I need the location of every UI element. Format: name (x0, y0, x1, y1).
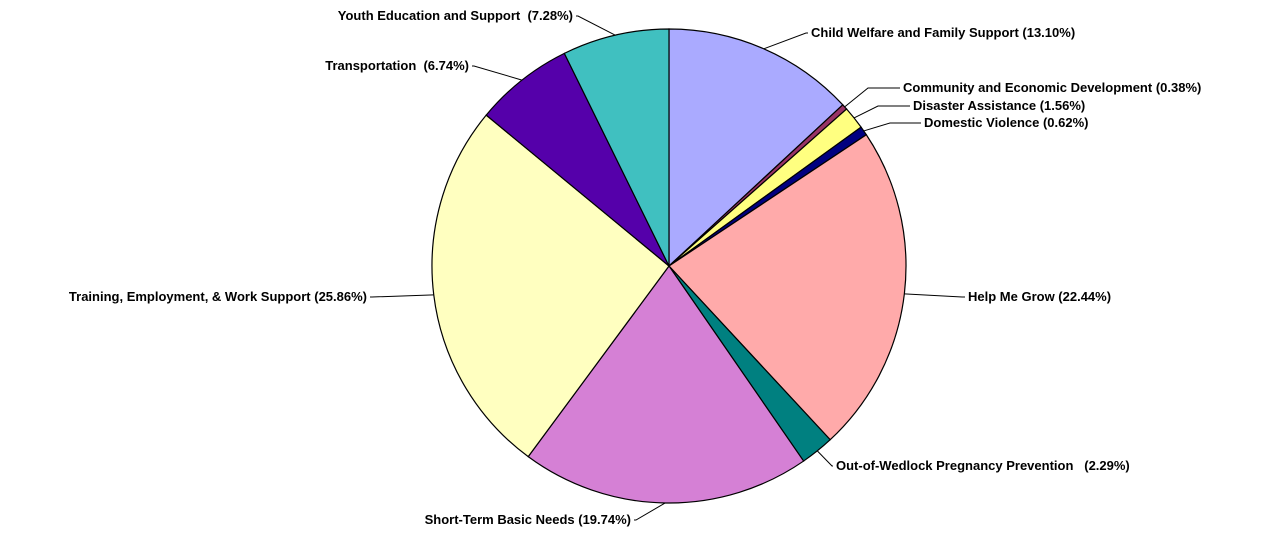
leader-line (863, 122, 921, 132)
leader-line (853, 105, 910, 119)
leader-lines-layer (370, 15, 965, 521)
leader-line (370, 294, 434, 298)
slice-label: Youth Education and Support (7.28%) (338, 8, 573, 23)
leader-line (904, 293, 965, 298)
slice-label: Training, Employment, & Work Support (25… (69, 289, 367, 304)
slice-label: Domestic Violence (0.62%) (924, 115, 1089, 130)
slice-label: Transportation (6.74%) (325, 58, 469, 73)
leader-line (844, 87, 900, 108)
pie-slice (431, 114, 670, 458)
leader-line (472, 65, 523, 81)
slice-label: Disaster Assistance (1.56%) (913, 98, 1085, 113)
pie-slice (668, 133, 907, 441)
leader-line (576, 15, 616, 36)
slice-label: Community and Economic Development (0.38… (903, 80, 1201, 95)
leader-line (763, 32, 808, 50)
slice-label: Out-of-Wedlock Pregnancy Prevention (2.2… (836, 458, 1130, 473)
leader-line (816, 450, 833, 467)
slice-label: Short-Term Basic Needs (19.74%) (425, 512, 631, 527)
pie-slice (563, 28, 670, 267)
pie-slice (527, 264, 805, 504)
labels-layer: Child Welfare and Family Support (13.10%… (69, 8, 1201, 527)
slices-layer (431, 28, 907, 504)
leader-line (634, 502, 666, 521)
slice-label: Help Me Grow (22.44%) (968, 289, 1111, 304)
slice-label: Child Welfare and Family Support (13.10%… (811, 25, 1075, 40)
